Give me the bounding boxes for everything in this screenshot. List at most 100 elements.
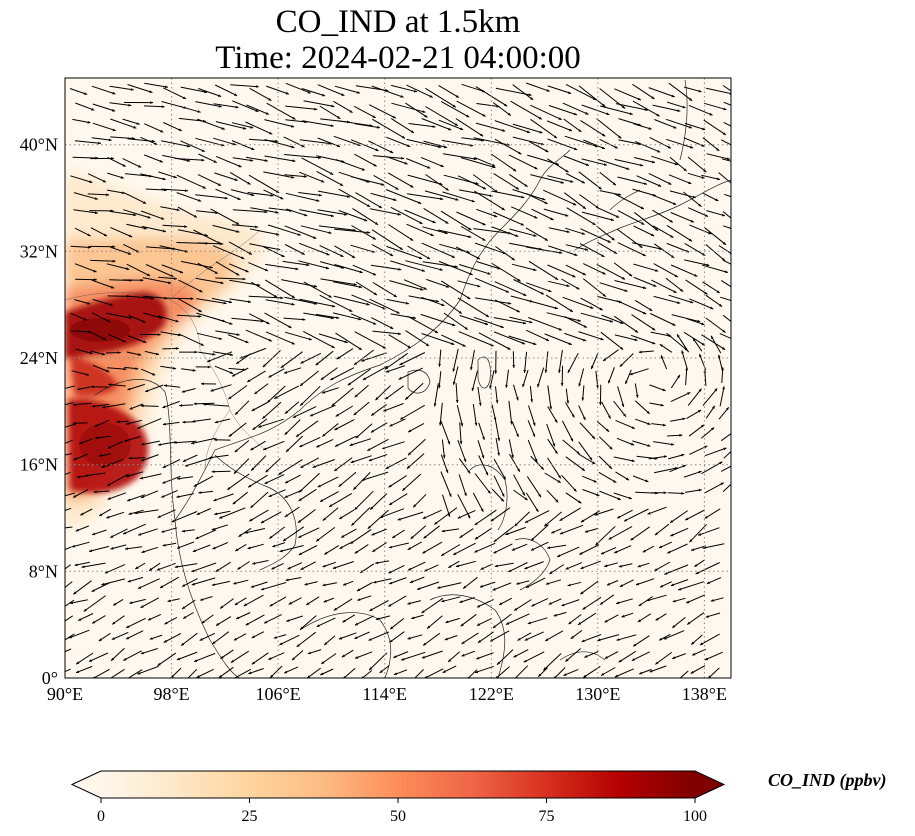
wind-vector-head	[128, 252, 132, 255]
wind-vector-arrow	[398, 367, 423, 380]
wind-vector-head	[291, 302, 295, 306]
wind-vector-head	[558, 475, 561, 479]
wind-vector-arrow	[456, 211, 486, 226]
wind-vector-arrow	[69, 88, 88, 95]
wind-vector-head	[663, 491, 667, 495]
wind-vector-arrow	[303, 330, 335, 349]
wind-vector-arrow	[375, 385, 391, 401]
wind-vector-arrow	[668, 174, 692, 185]
wind-vector-head	[612, 182, 616, 186]
wind-vector-head	[326, 252, 330, 256]
wind-vector-head	[73, 591, 77, 595]
wind-vector-head	[350, 460, 354, 463]
wind-vector-arrow	[646, 594, 667, 602]
wind-vector-head	[107, 497, 111, 500]
wind-vector-head	[251, 467, 255, 471]
wind-vector-arrow	[630, 526, 650, 541]
wind-vector-arrow	[369, 600, 389, 612]
wind-vector-arrow	[522, 369, 529, 388]
wind-vector-arrow	[350, 139, 379, 152]
wind-vector-arrow	[65, 471, 71, 476]
wind-vector-arrow	[266, 102, 296, 120]
wind-vector-head	[351, 255, 356, 258]
wind-vector-head	[406, 465, 410, 469]
wind-vector-head	[207, 365, 211, 369]
wind-vector-arrow	[125, 617, 146, 629]
wind-vector-head	[592, 461, 596, 464]
wind-vector-head	[179, 270, 184, 274]
colorbar-tick-label: 75	[539, 808, 555, 825]
wind-vector-head	[330, 172, 334, 175]
wind-vector-arrow	[547, 406, 558, 423]
wind-vector-arrow	[388, 564, 405, 574]
wind-vector-arrow	[513, 599, 532, 612]
wind-vector-arrow	[214, 365, 234, 374]
wind-vector-arrow	[598, 436, 613, 450]
wind-vector-arrow	[351, 294, 386, 310]
wind-vector-arrow	[524, 351, 528, 373]
wind-vector-arrow	[297, 509, 316, 524]
wind-vector-head	[340, 254, 344, 257]
wind-vector-arrow	[474, 665, 494, 674]
wind-vector-arrow	[91, 137, 112, 141]
wind-vector-head	[192, 549, 196, 552]
wind-vector-arrow	[508, 400, 513, 425]
wind-vector-head	[503, 476, 506, 480]
wind-vector-arrow	[442, 191, 475, 203]
wind-vector-head	[467, 470, 471, 474]
wind-vector-head	[301, 252, 305, 255]
wind-vector-arrow	[332, 281, 362, 288]
wind-vector-head	[176, 495, 180, 498]
wind-vector-head	[594, 512, 598, 516]
wind-vector-arrow	[75, 665, 93, 674]
wind-vector-head	[125, 547, 128, 550]
colorbar-extend-low	[72, 771, 101, 798]
wind-vector-head	[400, 416, 404, 420]
wind-vector-arrow	[704, 102, 727, 111]
wind-vector-arrow	[513, 279, 545, 295]
wind-vector-arrow	[467, 669, 478, 678]
wind-vector-head	[355, 435, 359, 439]
wind-vector-head	[284, 410, 288, 414]
wind-vector-head	[559, 251, 563, 254]
wind-vector-arrow	[388, 475, 407, 488]
wind-vector-head	[369, 608, 373, 611]
wind-vector-arrow	[495, 666, 510, 678]
wind-vector-head	[582, 606, 586, 610]
wind-vector-arrow	[234, 440, 250, 453]
wind-vector-head	[98, 638, 102, 642]
wind-vector-head	[654, 532, 658, 536]
wind-vector-head	[264, 481, 268, 484]
wind-vector-head	[441, 529, 445, 533]
wind-vector-head	[193, 402, 197, 406]
x-tick-label: 90°E	[47, 684, 83, 704]
y-tick-label: 16°N	[20, 455, 58, 475]
wind-vector-arrow	[300, 225, 332, 234]
wind-vector-arrow	[616, 509, 633, 519]
wind-vector-arrow	[651, 279, 677, 294]
wind-vector-head	[711, 427, 715, 431]
wind-vector-head	[286, 449, 289, 452]
wind-vector-arrow	[510, 100, 543, 120]
wind-vector-head	[647, 511, 651, 515]
wind-vector-head	[631, 426, 635, 429]
wind-vector-arrow	[362, 365, 388, 381]
wind-vector-head	[451, 255, 455, 258]
wind-vector-arrow	[583, 139, 606, 150]
wind-vector-arrow	[299, 436, 321, 448]
wind-vector-head	[525, 520, 529, 523]
wind-vector-arrow	[316, 617, 336, 628]
wind-vector-arrow	[617, 242, 647, 257]
wind-vector-arrow	[107, 492, 127, 500]
wind-vector-arrow	[333, 135, 361, 147]
wind-vector-arrow	[582, 489, 600, 497]
wind-vector-head	[474, 549, 478, 553]
wind-vector-arrow	[373, 578, 392, 584]
wind-vector-head	[140, 651, 144, 655]
wind-vector-arrow	[156, 562, 176, 571]
wind-vector-head	[688, 181, 692, 184]
wind-vector-arrow	[561, 278, 580, 290]
wind-vector-arrow	[617, 176, 648, 185]
wind-vector-head	[373, 580, 377, 584]
wind-vector-arrow	[230, 84, 259, 88]
